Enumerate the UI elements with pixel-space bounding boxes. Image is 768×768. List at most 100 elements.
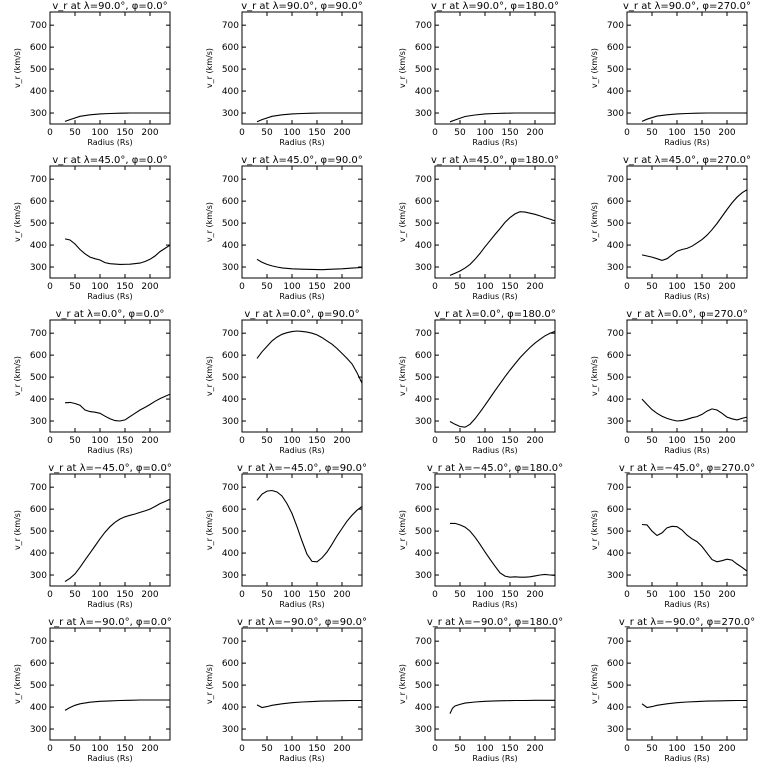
y-tick-label: 500 <box>30 65 47 75</box>
y-axis-label: v_r (km/s) <box>13 664 22 704</box>
panel-title: v_r at λ=90.0°, φ=270.0° <box>623 1 751 12</box>
chart-panel-4: v_r at λ=45.0°, φ=0.0° 0 50 100 150 200 300 400… <box>13 155 171 301</box>
y-tick-label: 700 <box>607 329 624 339</box>
y-tick-label: 400 <box>222 549 239 559</box>
x-axis-label: Radius (Rs) <box>87 754 132 763</box>
x-tick-label: 200 <box>526 128 543 138</box>
x-tick-label: 0 <box>47 744 53 754</box>
plot-frame <box>49 627 171 741</box>
y-tick-label: 400 <box>30 395 47 405</box>
x-tick-label: 50 <box>646 128 658 138</box>
panel-title: v_r at λ=−90.0°, φ=0.0° <box>48 617 172 628</box>
x-tick-label: 150 <box>308 436 325 446</box>
panel-title: v_r at λ=45.0°, φ=0.0° <box>52 155 167 166</box>
y-tick-label: 500 <box>222 527 239 537</box>
series-line <box>450 522 555 578</box>
chart-panel-2: v_r at λ=90.0°, φ=180.0° 0 50 100 150 200 300 4… <box>398 1 559 147</box>
x-tick-label: 0 <box>47 128 53 138</box>
x-tick-label: 0 <box>239 744 245 754</box>
y-tick-label: 300 <box>222 571 239 581</box>
y-axis-label: v_r (km/s) <box>205 356 214 396</box>
x-axis-label: Radius (Rs) <box>664 138 709 147</box>
x-tick-label: 100 <box>283 436 300 446</box>
y-tick-label: 300 <box>607 571 624 581</box>
y-tick-label: 500 <box>222 65 239 75</box>
x-tick-label: 200 <box>718 744 735 754</box>
series-line <box>449 330 555 428</box>
plot-frame <box>241 473 363 587</box>
y-axis-label: v_r (km/s) <box>398 510 407 550</box>
plot-frame <box>434 165 556 279</box>
y-tick-label: 700 <box>607 637 624 647</box>
series-line <box>449 211 555 276</box>
y-tick-label: 400 <box>415 549 432 559</box>
y-tick-label: 500 <box>30 527 47 537</box>
x-tick-label: 100 <box>668 128 685 138</box>
x-tick-label: 0 <box>432 590 438 600</box>
x-axis-label: Radius (Rs) <box>664 754 709 763</box>
x-tick-label: 150 <box>116 744 133 754</box>
panel-title: v_r at λ=−45.0°, φ=180.0° <box>427 463 563 474</box>
chart-panel-18: v_r at λ=−90.0°, φ=180.0° 0 50 100 150 200 300… <box>398 617 563 763</box>
x-tick-label: 50 <box>261 436 273 446</box>
x-tick-label: 0 <box>432 128 438 138</box>
y-axis-label: v_r (km/s) <box>205 202 214 242</box>
x-tick-label: 150 <box>501 282 518 292</box>
plot-frame <box>434 473 556 587</box>
y-tick-label: 500 <box>30 373 47 383</box>
plot-frame <box>241 165 363 279</box>
y-tick-label: 300 <box>222 725 239 735</box>
chart-panel-7: v_r at λ=45.0°, φ=270.0° 0 50 100 150 200 300 4… <box>590 155 751 301</box>
chart-panel-8: v_r at λ=0.0°, φ=0.0° 0 50 100 150 200 300 400 5… <box>13 309 171 455</box>
y-axis-label: v_r (km/s) <box>398 664 407 704</box>
plot-frame <box>626 627 748 741</box>
x-axis-label: Radius (Rs) <box>279 292 324 301</box>
plot-frame <box>626 473 748 587</box>
panel-title: v_r at λ=−45.0°, φ=270.0° <box>619 463 755 474</box>
y-tick-label: 400 <box>30 703 47 713</box>
x-tick-label: 50 <box>261 282 273 292</box>
y-tick-label: 400 <box>415 241 432 251</box>
plot-frame <box>626 11 748 125</box>
panel-title: v_r at λ=−45.0°, φ=90.0° <box>237 463 367 474</box>
y-tick-label: 600 <box>415 351 432 361</box>
x-tick-label: 50 <box>261 128 273 138</box>
chart-panel-16: v_r at λ=−90.0°, φ=0.0° 0 50 100 150 200 300 40… <box>13 617 172 763</box>
x-tick-label: 150 <box>116 282 133 292</box>
series-line <box>641 189 747 261</box>
x-tick-label: 200 <box>333 128 350 138</box>
y-tick-label: 600 <box>222 351 239 361</box>
y-tick-label: 600 <box>415 659 432 669</box>
x-tick-label: 200 <box>718 436 735 446</box>
x-axis-label: Radius (Rs) <box>87 292 132 301</box>
y-tick-label: 400 <box>222 703 239 713</box>
chart-panel-11: v_r at λ=0.0°, φ=270.0° 0 50 100 150 200 300 40… <box>590 309 748 455</box>
panel-title: v_r at λ=0.0°, φ=90.0° <box>244 309 359 320</box>
panel-title: v_r at λ=90.0°, φ=0.0° <box>52 1 167 12</box>
x-tick-label: 0 <box>624 744 630 754</box>
x-tick-label: 200 <box>333 436 350 446</box>
series-line <box>64 699 170 711</box>
plot-frame <box>241 319 363 433</box>
y-tick-label: 600 <box>415 505 432 515</box>
x-tick-label: 100 <box>476 590 493 600</box>
y-tick-label: 600 <box>30 43 47 53</box>
x-tick-label: 0 <box>47 436 53 446</box>
y-tick-label: 700 <box>30 21 47 31</box>
x-tick-label: 200 <box>141 744 158 754</box>
x-tick-label: 100 <box>476 744 493 754</box>
x-axis-label: Radius (Rs) <box>664 600 709 609</box>
y-tick-label: 400 <box>222 87 239 97</box>
y-tick-label: 700 <box>222 637 239 647</box>
x-axis-label: Radius (Rs) <box>472 754 517 763</box>
x-axis-label: Radius (Rs) <box>472 446 517 455</box>
series-line <box>256 330 362 384</box>
y-tick-label: 500 <box>415 681 432 691</box>
y-tick-label: 300 <box>415 571 432 581</box>
plot-frame <box>49 473 171 587</box>
y-tick-label: 700 <box>222 329 239 339</box>
plot-frame <box>49 165 171 279</box>
y-tick-label: 400 <box>415 87 432 97</box>
x-tick-label: 50 <box>454 744 466 754</box>
